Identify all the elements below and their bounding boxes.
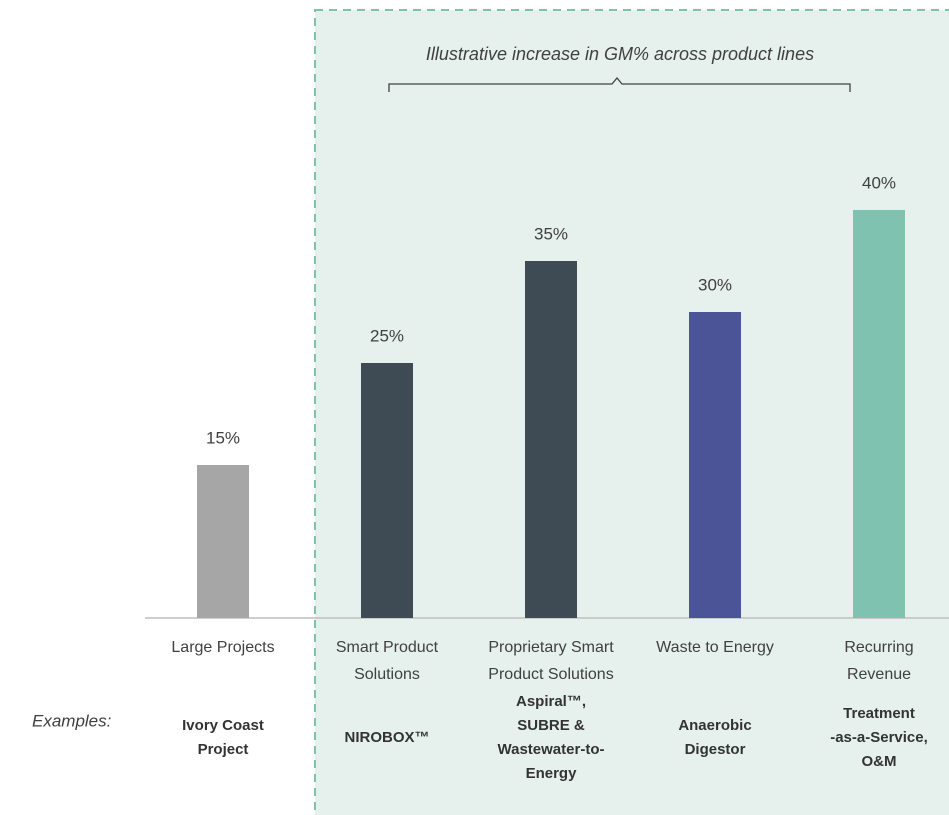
bar — [689, 312, 741, 618]
example-text: Anaerobic — [678, 717, 751, 734]
bar — [361, 363, 413, 618]
bar — [525, 261, 577, 618]
x-tick-label: Solutions — [354, 666, 420, 683]
value-label: 25% — [370, 326, 404, 345]
x-tick-label: Waste to Energy — [656, 639, 774, 656]
example-text: Project — [198, 741, 249, 758]
example-text: Treatment — [843, 705, 915, 722]
x-tick-label: Large Projects — [171, 639, 274, 656]
value-label: 15% — [206, 428, 240, 447]
example-text: O&M — [862, 753, 897, 770]
example-text: Energy — [526, 765, 578, 782]
annotation: Illustrative increase in GM% across prod… — [426, 44, 814, 64]
example-text: Ivory Coast — [182, 717, 264, 734]
x-tick-label: Proprietary Smart — [488, 639, 614, 656]
highlight-region — [314, 9, 949, 815]
example-text: SUBRE & — [517, 717, 585, 734]
example-text: Wastewater-to- — [498, 741, 605, 758]
example-text: Aspiral™, — [516, 693, 586, 710]
bar — [197, 465, 249, 618]
example-text: -as-a-Service, — [830, 729, 928, 746]
value-label: 30% — [698, 275, 732, 294]
x-tick-label: Recurring — [844, 639, 913, 656]
value-label: 35% — [534, 224, 568, 243]
example-text: NIROBOX™ — [344, 729, 429, 746]
bar — [853, 210, 905, 618]
example-text: Digestor — [685, 741, 746, 758]
x-tick-label: Smart Product — [336, 639, 439, 656]
examples-label: Examples: — [32, 711, 112, 730]
bracket — [388, 76, 851, 92]
value-label: 40% — [862, 173, 896, 192]
x-tick-label: Revenue — [847, 666, 911, 683]
x-tick-label: Product Solutions — [488, 666, 613, 683]
